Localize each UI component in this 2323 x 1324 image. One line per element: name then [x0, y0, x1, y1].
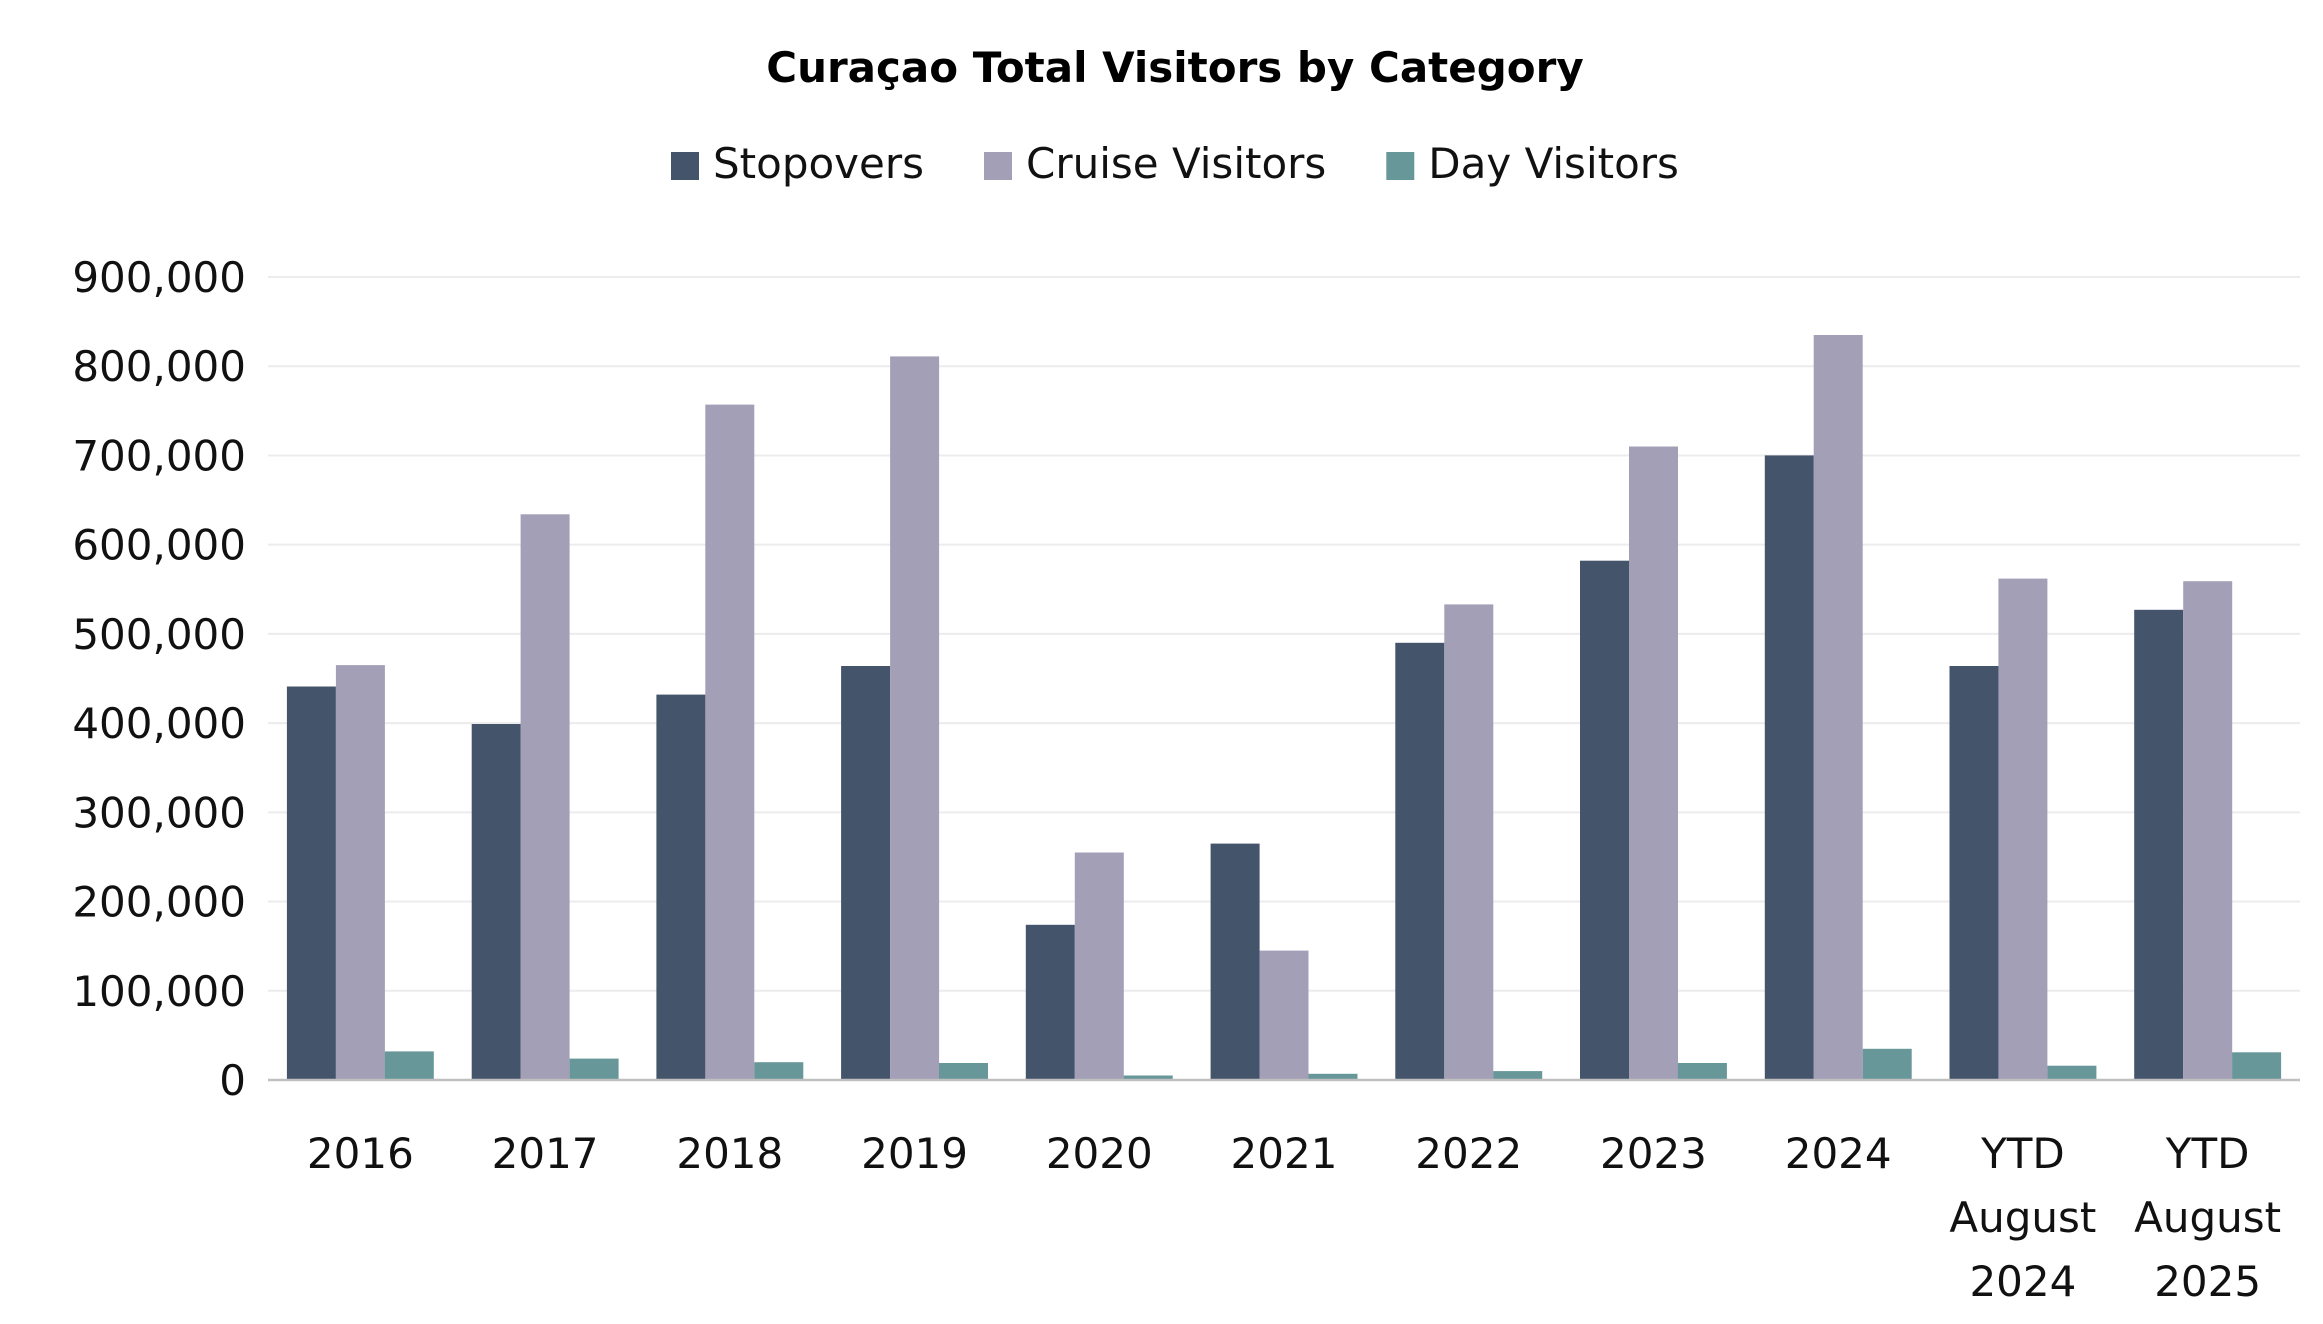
bar-day-visitors: [1677, 1063, 1727, 1080]
y-tick-label: 700,000: [72, 431, 246, 480]
x-axis: 2016 2017 2018 2019 2020 2021 2022 2023 2024 YTD A…: [268, 1078, 2300, 1306]
bar-day-visitors: [1123, 1075, 1173, 1080]
bar-stopovers: [286, 686, 336, 1080]
legend-item: Stopovers: [671, 139, 924, 188]
x-tick-label: 2021: [1231, 1129, 1338, 1178]
bar-cruise-visitors: [520, 514, 570, 1080]
bar-day-visitors: [1862, 1048, 1912, 1080]
bar-stopovers: [656, 694, 706, 1080]
x-tick-label: 2017: [492, 1129, 599, 1178]
bar-cruise-visitors: [2183, 581, 2233, 1080]
y-tick-label: 400,000: [72, 699, 246, 748]
bar-stopovers: [841, 666, 891, 1080]
y-tick-label: 100,000: [72, 967, 246, 1016]
chart-title: Curaçao Total Visitors by Category: [766, 43, 1583, 92]
y-tick-label: 600,000: [72, 521, 246, 570]
bar-stopovers: [1949, 666, 1999, 1080]
x-tick-label: 2023: [1600, 1129, 1707, 1178]
legend-item: Cruise Visitors: [984, 139, 1326, 188]
legend-label: Day Visitors: [1428, 139, 1679, 188]
legend-label: Cruise Visitors: [1026, 139, 1326, 188]
bar-day-visitors: [569, 1058, 619, 1080]
bar-cruise-visitors: [1629, 446, 1678, 1080]
bar-day-visitors: [1493, 1071, 1543, 1080]
bar-day-visitors: [1308, 1073, 1358, 1080]
y-tick-label: 300,000: [72, 788, 246, 837]
y-tick-label: 800,000: [72, 342, 246, 391]
bar-cruise-visitors: [1998, 578, 2048, 1080]
legend-label: Stopovers: [713, 139, 924, 188]
bar-stopovers: [1210, 843, 1260, 1080]
legend-swatch: [1386, 152, 1415, 180]
y-tick-label: 200,000: [72, 878, 246, 927]
bar-stopovers: [1025, 924, 1075, 1080]
x-tick-label: 2019: [861, 1129, 968, 1178]
bar-stopovers: [2134, 609, 2184, 1080]
x-tick-label: 2020: [1046, 1129, 1153, 1178]
legend-item: Day Visitors: [1386, 139, 1679, 188]
bar-day-visitors: [384, 1051, 434, 1080]
y-tick-label: 500,000: [72, 610, 246, 659]
bar-cruise-visitors: [335, 665, 385, 1080]
legend-swatch: [671, 152, 699, 180]
gridlines: [268, 276, 2300, 992]
bar-stopovers: [471, 724, 521, 1080]
bar-cruise-visitors: [1259, 950, 1309, 1080]
bars: [286, 335, 2282, 1081]
bar-cruise-visitors: [1074, 852, 1124, 1080]
legend: Stopovers Cruise Visitors Day Visitors: [671, 139, 1679, 188]
bar-cruise-visitors: [1444, 604, 1494, 1080]
x-tick-label: 2016: [307, 1129, 414, 1178]
x-tick-label: YTD August 2024: [1949, 1129, 2096, 1306]
x-tick-label: 2022: [1415, 1129, 1522, 1178]
y-tick-label: 0: [219, 1056, 246, 1105]
bar-stopovers: [1580, 560, 1629, 1080]
bar-day-visitors: [754, 1062, 804, 1080]
bar-cruise-visitors: [1813, 335, 1863, 1080]
bar-stopovers: [1764, 455, 1814, 1080]
x-tick-label: 2024: [1785, 1129, 1892, 1178]
y-axis: 0 100,000 200,000 300,000 400,000 500,000 600,…: [72, 253, 246, 1105]
bar-stopovers: [1395, 642, 1445, 1080]
x-tick-label: 2018: [676, 1129, 783, 1178]
legend-swatch: [984, 152, 1012, 180]
bar-cruise-visitors: [705, 404, 755, 1081]
bar-day-visitors: [939, 1063, 988, 1080]
x-tick-label: YTD August 2025: [2134, 1129, 2281, 1306]
bar-day-visitors: [2047, 1065, 2097, 1080]
bar-cruise-visitors: [890, 356, 940, 1080]
y-tick-label: 900,000: [72, 253, 246, 302]
bar-day-visitors: [2232, 1052, 2282, 1080]
